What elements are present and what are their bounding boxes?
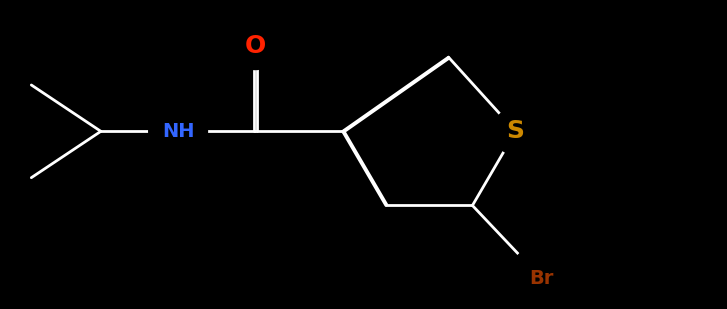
Circle shape	[509, 246, 574, 309]
Circle shape	[149, 102, 207, 161]
Text: Br: Br	[529, 269, 553, 288]
Text: NH: NH	[162, 122, 194, 141]
Circle shape	[492, 108, 539, 154]
Circle shape	[232, 23, 278, 70]
Text: O: O	[245, 34, 266, 58]
Text: S: S	[507, 119, 525, 143]
